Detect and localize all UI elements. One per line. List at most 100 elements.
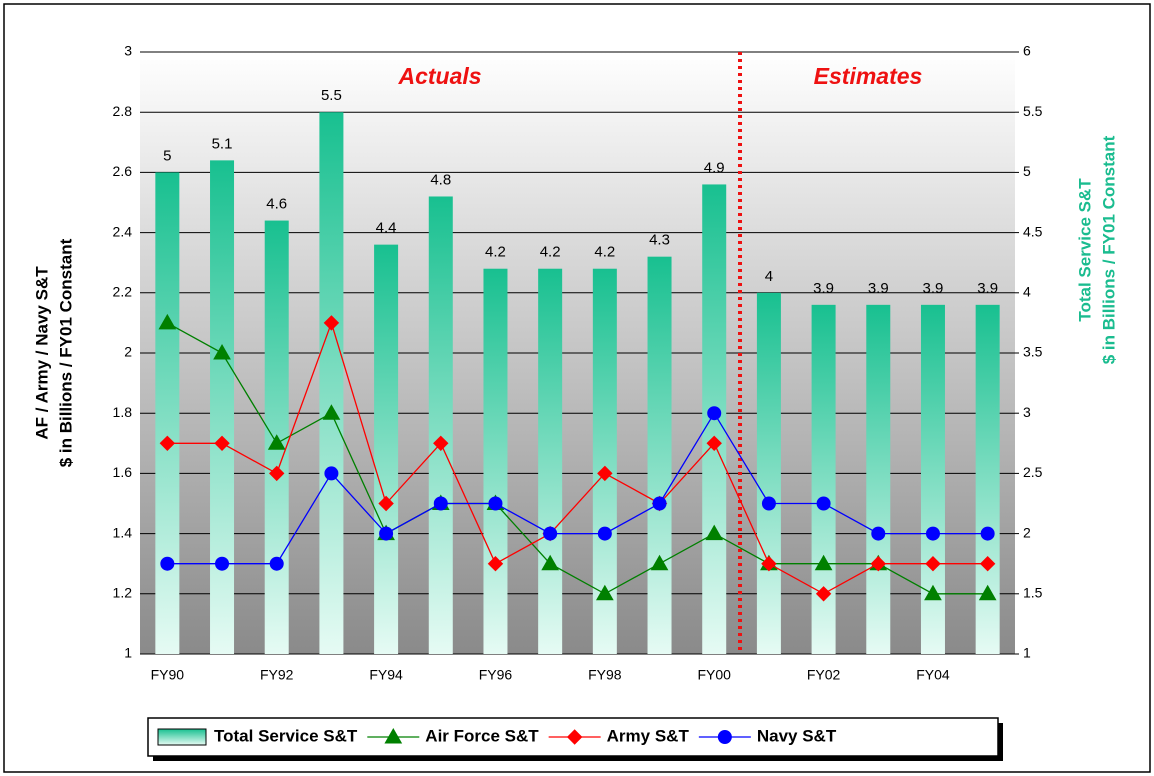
marker: [706, 435, 722, 452]
bar: [538, 268, 563, 654]
bar: [920, 304, 945, 654]
marker: [978, 584, 997, 601]
bar: [483, 268, 508, 654]
y2-tick-label: 6: [1023, 43, 1031, 59]
x-tick-label: FY96: [479, 667, 513, 683]
x-tick-label: FY94: [369, 667, 403, 683]
marker: [323, 315, 340, 331]
marker: [870, 555, 886, 572]
marker: [269, 556, 284, 571]
y2-tick-label: 3.5: [1023, 344, 1043, 360]
y-tick-label: 2.6: [113, 163, 133, 179]
marker: [980, 526, 995, 541]
y-label: AF / Army / Navy S&T: [32, 266, 51, 440]
y2-label: $ in Billions / FY01 Constant: [1099, 135, 1118, 364]
marker: [595, 584, 614, 601]
marker: [816, 496, 831, 511]
marker: [707, 406, 722, 421]
marker: [324, 466, 339, 481]
marker: [717, 730, 732, 744]
x-tick-label: FY00: [697, 667, 731, 683]
marker: [924, 584, 942, 601]
y-tick-label: 2.2: [113, 284, 133, 300]
marker: [925, 555, 941, 572]
y2-tick-label: 1.5: [1023, 585, 1043, 601]
y-tick-label: 1.2: [113, 585, 133, 601]
marker: [433, 496, 448, 511]
bar: [756, 292, 781, 654]
value-label: 3.9: [868, 280, 889, 297]
marker: [487, 555, 504, 572]
marker: [815, 586, 832, 602]
marker: [652, 496, 667, 511]
value-label: 3.9: [923, 280, 944, 297]
line: [167, 320, 988, 595]
value-label: 3.9: [977, 280, 998, 297]
bar: [210, 160, 235, 655]
marker: [814, 554, 833, 571]
y-tick-label: 2.4: [113, 223, 133, 239]
y-tick-label: 1.8: [113, 404, 133, 420]
line: [167, 322, 988, 595]
marker: [761, 496, 776, 511]
value-label: 4: [765, 268, 773, 285]
legend-label: Army S&T: [607, 726, 690, 745]
value-label: 4.2: [540, 244, 561, 261]
bar: [319, 112, 344, 654]
value-label: 4.2: [485, 244, 506, 261]
marker: [160, 556, 175, 571]
marker: [650, 554, 669, 571]
marker: [378, 495, 394, 512]
y2-axis-title: Total Service S&T $ in Billions / FY01 C…: [1075, 135, 1118, 364]
x-tick-label: FY92: [260, 667, 294, 683]
y2-tick-label: 2.5: [1023, 464, 1043, 480]
y-tick-label: 1: [124, 645, 132, 661]
marker: [214, 435, 230, 452]
bar: [428, 196, 453, 655]
y2-tick-label: 3: [1023, 404, 1031, 420]
bar: [866, 304, 891, 654]
bar: [811, 304, 836, 654]
value-label: 4.3: [649, 232, 670, 249]
x-tick-label: FY02: [807, 667, 841, 683]
value-label: 5: [163, 147, 171, 164]
y-tick-label: 2: [124, 344, 132, 360]
bar: [975, 304, 1000, 654]
marker: [322, 404, 341, 420]
legend-swatch: [157, 728, 207, 746]
annotation: Estimates: [814, 63, 923, 89]
marker: [871, 526, 886, 541]
marker: [158, 313, 177, 330]
value-label: 4.8: [430, 171, 451, 188]
marker: [488, 496, 503, 511]
marker: [761, 555, 777, 572]
y2-tick-label: 1: [1023, 645, 1031, 661]
marker: [269, 465, 285, 482]
marker: [213, 343, 231, 360]
y2-label: Total Service S&T: [1075, 178, 1094, 322]
annotation: Actuals: [397, 63, 481, 89]
marker: [705, 524, 724, 541]
value-label: 5.5: [321, 87, 342, 104]
marker: [925, 526, 940, 541]
marker: [566, 729, 583, 745]
y2-tick-label: 5: [1023, 163, 1031, 179]
y-tick-label: 1.6: [113, 464, 133, 480]
marker: [541, 554, 560, 571]
marker: [384, 727, 403, 744]
marker: [979, 555, 996, 572]
legend-label: Navy S&T: [757, 726, 837, 745]
y2-tick-label: 2: [1023, 524, 1031, 540]
marker: [215, 556, 230, 571]
value-label: 3.9: [813, 280, 834, 297]
x-tick-label: FY98: [588, 667, 622, 683]
value-label: 4.9: [704, 159, 725, 176]
value-label: 5.1: [212, 135, 233, 152]
line: [167, 411, 988, 565]
y2-tick-label: 5.5: [1023, 103, 1043, 119]
bar: [374, 244, 399, 654]
y-axis-title: AF / Army / Navy S&T $ in Billions / FY0…: [32, 238, 75, 467]
marker: [379, 526, 394, 541]
y-tick-label: 3: [124, 43, 132, 59]
